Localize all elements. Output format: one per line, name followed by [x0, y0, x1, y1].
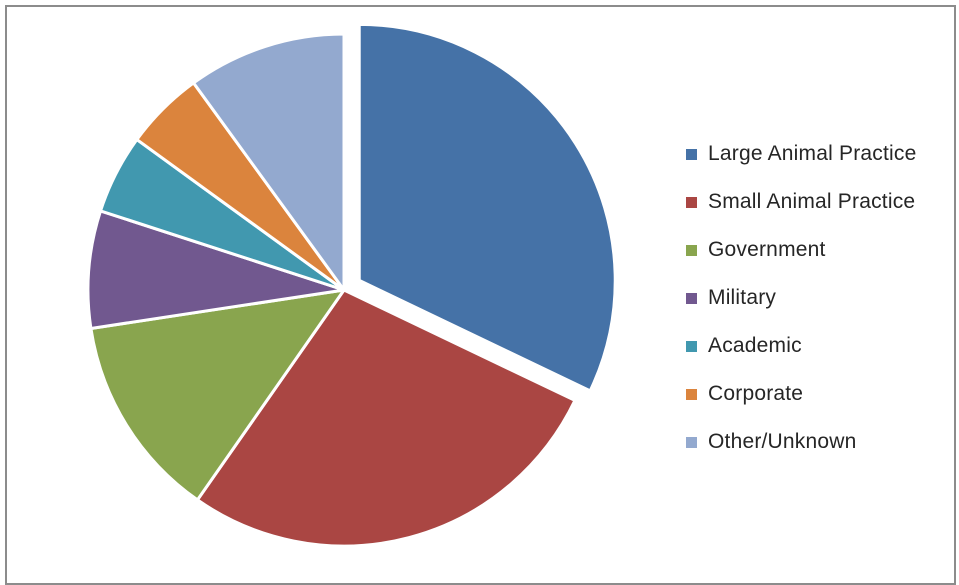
legend-item-academic: Academic [686, 322, 916, 370]
pie-slice-other-unknown [192, 32, 346, 292]
legend-swatch [686, 388, 697, 400]
legend-swatch [686, 148, 697, 160]
legend-label: Corporate [708, 382, 804, 405]
legend-item-small-animal-practice: Small Animal Practice [686, 178, 916, 226]
legend-item-government: Government [686, 226, 916, 274]
chart-legend: Large Animal Practice Small Animal Practi… [686, 130, 916, 466]
legend-label: Large Animal Practice [708, 142, 917, 165]
legend-label: Academic [708, 334, 802, 357]
legend-item-corporate: Corporate [686, 370, 916, 418]
legend-swatch [686, 292, 697, 304]
legend-swatch [686, 436, 697, 448]
legend-item-other-unknown: Other/Unknown [686, 418, 916, 466]
legend-label: Military [708, 286, 777, 309]
legend-item-military: Military [686, 274, 916, 322]
pie-slice-military [86, 209, 346, 330]
legend-swatch [686, 340, 697, 352]
pie-slice-large-animal-practice [357, 22, 617, 393]
pie-slice-small-animal-practice [195, 288, 577, 548]
legend-label: Small Animal Practice [708, 190, 916, 213]
pie-slice-government [89, 288, 346, 502]
legend-item-large-animal-practice: Large Animal Practice [686, 130, 916, 178]
legend-swatch [686, 244, 697, 256]
legend-swatch [686, 196, 697, 208]
legend-label: Other/Unknown [708, 430, 857, 453]
legend-label: Government [708, 238, 826, 261]
